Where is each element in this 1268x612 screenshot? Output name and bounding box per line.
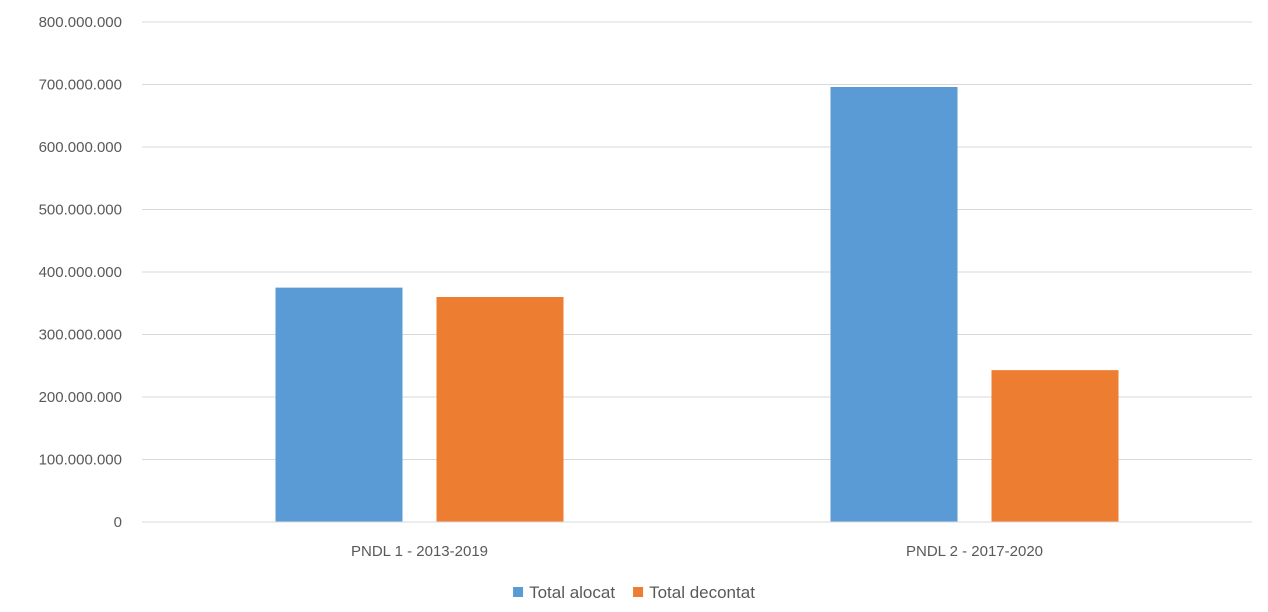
- x-axis: PNDL 1 - 2013-2019 PNDL 2 - 2017-2020: [142, 521, 1252, 560]
- legend-label: Total alocat: [529, 583, 615, 602]
- y-tick-label: 0: [114, 514, 122, 531]
- y-axis-ticks: 0 100.000.000 200.000.000 300.000.000 400.00…: [39, 14, 122, 531]
- y-tick-label: 500.000.000: [39, 202, 122, 219]
- x-category-label: PNDL 1 - 2013-2019: [351, 543, 488, 560]
- y-tick-label: 600.000.000: [39, 139, 122, 156]
- legend-item-total-decontat: Total decontat: [633, 583, 755, 602]
- y-tick-label: 700.000.000: [39, 77, 122, 94]
- bar-total-alocat-1: [275, 287, 403, 522]
- legend-label: Total decontat: [649, 583, 755, 602]
- legend-item-total-alocat: Total alocat: [513, 583, 615, 602]
- bar-total-decontat-2: [991, 370, 1119, 522]
- y-tick-label: 800.000.000: [39, 14, 122, 31]
- bars: [275, 87, 1119, 522]
- legend-swatch: [633, 587, 644, 597]
- legend: Total alocat Total decontat: [513, 583, 755, 602]
- y-tick-label: 300.000.000: [39, 327, 122, 344]
- x-category-label: PNDL 2 - 2017-2020: [906, 543, 1043, 560]
- bar-total-decontat-1: [436, 297, 564, 522]
- legend-swatch: [513, 587, 524, 597]
- y-tick-label: 200.000.000: [39, 389, 122, 406]
- bar-total-alocat-2: [830, 87, 958, 522]
- y-tick-label: 400.000.000: [39, 264, 122, 281]
- y-tick-label: 100.000.000: [39, 452, 122, 469]
